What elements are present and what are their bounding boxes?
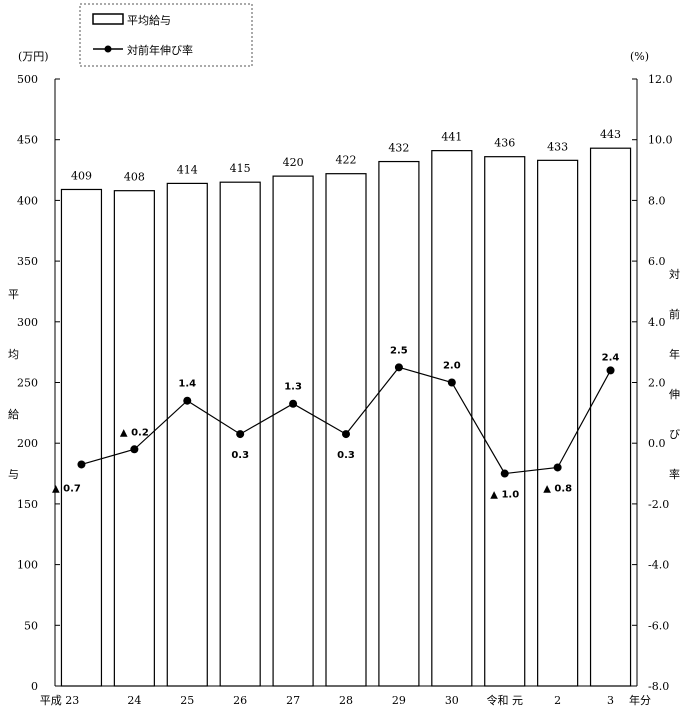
right-axis-title-char: 年 bbox=[669, 347, 680, 361]
bar bbox=[325, 173, 367, 687]
left-tick-label: 50 bbox=[24, 619, 38, 632]
legend-bar-label: 平均給与 bbox=[127, 13, 171, 27]
x-tick-label: 令和 元 bbox=[486, 693, 523, 707]
x-suffix: 年分 bbox=[629, 693, 651, 707]
legend-line-marker bbox=[104, 45, 112, 53]
right-unit: (%) bbox=[630, 50, 649, 63]
right-tick-label: 4.0 bbox=[648, 316, 666, 329]
bar bbox=[113, 190, 155, 687]
bar bbox=[484, 156, 526, 687]
growth-label: 2.5 bbox=[390, 345, 408, 356]
left-tick-label: 300 bbox=[17, 316, 38, 329]
x-tick-label: 29 bbox=[392, 694, 406, 707]
right-tick-label: 12.0 bbox=[648, 73, 673, 86]
bar bbox=[431, 150, 473, 687]
bar-value-label: 408 bbox=[124, 171, 145, 184]
growth-label: 1.4 bbox=[178, 379, 196, 390]
bar-value-label: 422 bbox=[336, 154, 357, 167]
growth-point bbox=[183, 396, 192, 405]
growth-label: 0.3 bbox=[231, 450, 249, 461]
growth-point bbox=[289, 399, 298, 408]
x-tick-label: 2 bbox=[554, 694, 561, 707]
left-unit: (万円) bbox=[18, 50, 49, 63]
growth-label: ▲ 0.8 bbox=[543, 483, 572, 494]
growth-label: ▲ 0.7 bbox=[52, 483, 81, 494]
x-tick-label: 30 bbox=[445, 694, 459, 707]
bar-value-label: 436 bbox=[494, 137, 515, 150]
bar bbox=[537, 159, 579, 687]
bar bbox=[166, 182, 208, 687]
bar-value-label: 420 bbox=[283, 156, 304, 169]
growth-point bbox=[236, 430, 245, 439]
right-axis-title-char: 伸 bbox=[669, 388, 680, 401]
growth-label: 1.3 bbox=[284, 382, 302, 393]
right-axis-title-char: び bbox=[669, 428, 680, 441]
growth-point bbox=[447, 378, 456, 387]
right-tick-label: 10.0 bbox=[648, 134, 673, 147]
bar-value-label: 414 bbox=[177, 163, 198, 176]
right-axis-title-char: 対 bbox=[669, 267, 680, 281]
x-tick-label: 25 bbox=[180, 694, 194, 707]
right-tick-label: 6.0 bbox=[648, 255, 666, 268]
bar-value-label: 409 bbox=[71, 169, 92, 182]
right-tick-label: 2.0 bbox=[648, 377, 666, 390]
left-tick-label: 150 bbox=[17, 498, 38, 511]
right-tick-label: 0.0 bbox=[648, 437, 666, 450]
x-tick-label: 3 bbox=[607, 694, 614, 707]
growth-point bbox=[342, 430, 350, 439]
growth-point bbox=[606, 366, 615, 375]
growth-label: ▲ 0.2 bbox=[120, 427, 149, 438]
left-axis-title-char: 与 bbox=[8, 468, 19, 481]
bar bbox=[272, 175, 314, 687]
bar-value-label: 433 bbox=[547, 140, 568, 153]
left-tick-label: 250 bbox=[17, 377, 38, 390]
growth-label: 2.4 bbox=[602, 352, 620, 363]
x-tick-label: 28 bbox=[339, 694, 353, 707]
bar bbox=[378, 160, 420, 687]
right-axis-title-char: 率 bbox=[669, 467, 680, 481]
bar-value-label: 432 bbox=[388, 142, 409, 155]
right-tick-label: -6.0 bbox=[648, 619, 669, 632]
growth-point bbox=[553, 463, 562, 472]
left-axis-title-char: 給 bbox=[8, 407, 19, 421]
growth-point bbox=[130, 445, 139, 454]
growth-point bbox=[77, 460, 86, 469]
right-tick-label: -4.0 bbox=[648, 559, 669, 572]
bar-value-label: 441 bbox=[441, 131, 462, 144]
bar-value-label: 443 bbox=[600, 128, 621, 141]
left-tick-label: 450 bbox=[17, 134, 38, 147]
left-tick-label: 200 bbox=[17, 437, 38, 450]
bar bbox=[60, 188, 103, 687]
left-axis-title-char: 平 bbox=[8, 288, 19, 301]
bar-value-label: 415 bbox=[230, 162, 251, 175]
legend-line-label: 対前年伸び率 bbox=[127, 43, 193, 57]
left-tick-label: 400 bbox=[17, 194, 38, 207]
right-axis-title-char: 前 bbox=[669, 307, 680, 321]
right-tick-label: -2.0 bbox=[648, 498, 669, 511]
left-tick-label: 0 bbox=[31, 680, 38, 693]
x-tick-label: 平成 23 bbox=[40, 694, 80, 707]
left-tick-label: 350 bbox=[17, 255, 38, 268]
x-tick-label: 27 bbox=[286, 694, 300, 707]
right-tick-label: 8.0 bbox=[648, 194, 666, 207]
growth-label: 0.3 bbox=[337, 450, 355, 461]
left-tick-label: 100 bbox=[17, 559, 38, 572]
growth-label: ▲ 1.0 bbox=[490, 490, 519, 501]
growth-label: 2.0 bbox=[443, 361, 461, 372]
bar bbox=[589, 147, 632, 687]
legend-bar-swatch bbox=[92, 13, 124, 25]
growth-point bbox=[394, 363, 403, 372]
x-tick-label: 24 bbox=[127, 694, 141, 707]
left-axis-title-char: 均 bbox=[8, 348, 19, 361]
x-tick-label: 26 bbox=[233, 694, 247, 707]
growth-point bbox=[500, 469, 509, 478]
left-tick-label: 500 bbox=[17, 73, 38, 86]
right-tick-label: -8.0 bbox=[648, 680, 669, 693]
